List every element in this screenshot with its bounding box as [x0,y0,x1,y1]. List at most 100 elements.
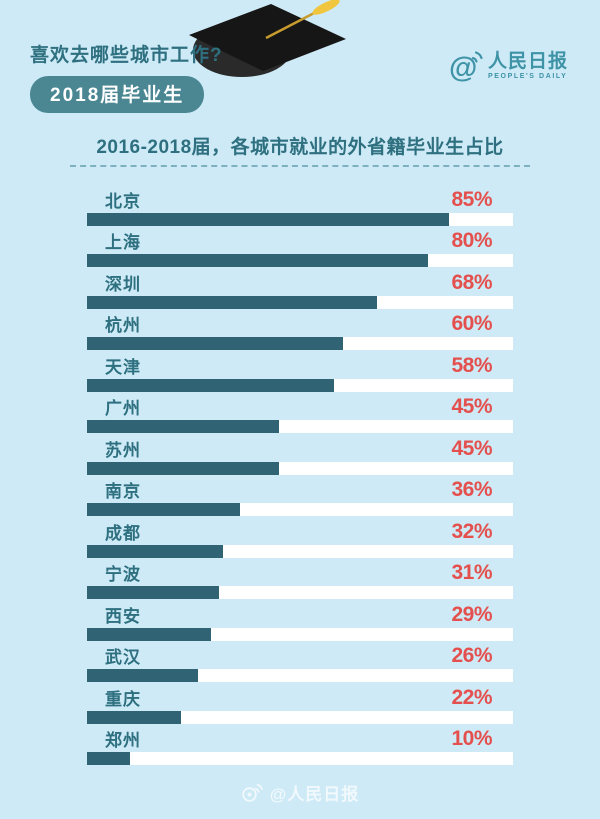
bar-track [87,295,513,309]
bar-label: 广州 [105,399,141,418]
row-head: 武汉 26% [87,644,513,669]
chart-title: 2016-2018届，各城市就业的外省籍毕业生占比 [96,137,504,158]
bar-label: 苏州 [105,440,141,460]
row-head: 深圳 68% [87,270,513,296]
bar-value: 45% [451,395,492,419]
bar-track [87,710,513,724]
logo-text: 人民日报 PEOPLE'S DAILY [487,50,568,81]
header: 喜欢去哪些城市工作? 2018届毕业生 [30,40,223,113]
chart-row: 西安 29% [87,599,513,641]
bar-label: 成都 [105,523,141,543]
bar-value: 68% [451,270,492,294]
weibo-icon [242,783,263,802]
bar-label: 重庆 [105,689,141,709]
bar-value: 26% [451,644,492,668]
row-head: 杭州 60% [87,312,513,337]
bar-value: 32% [451,519,492,543]
row-head: 天津 58% [87,353,513,379]
logo-subtitle: PEOPLE'S DAILY [487,73,568,81]
row-head: 广州 45% [87,395,513,420]
row-head: 宁波 31% [87,561,513,586]
bar-track [87,254,513,267]
bar-track [87,461,513,475]
bar-track [87,752,513,765]
bar-label: 上海 [105,233,141,252]
bar-value: 60% [451,312,492,336]
bar-track [87,669,513,682]
bar-fill [87,420,279,433]
bar-label: 西安 [105,606,141,626]
row-head: 郑州 10% [87,727,513,752]
chart-row: 天津 58% [87,350,513,392]
bar-value: 36% [451,478,492,502]
bar-fill [87,254,428,267]
bar-value: 29% [451,602,492,626]
bar-value: 80% [451,229,492,253]
chart-row: 武汉 26% [87,641,513,682]
bar-value: 85% [451,187,492,211]
bar-label: 北京 [105,191,141,211]
bar-track [87,212,513,226]
chart-row: 上海 80% [87,226,513,267]
row-head: 成都 32% [87,519,513,545]
row-head: 南京 36% [87,478,513,503]
bar-track [87,586,513,599]
bar-track [87,378,513,392]
dashed-divider [70,165,530,167]
bar-value: 58% [451,353,492,377]
watermark-text: @人民日报 [269,785,360,804]
row-head: 北京 85% [87,187,513,213]
bar-label: 宁波 [105,565,141,584]
bar-track [87,337,513,350]
svg-text:@: @ [449,52,477,84]
graduation-cap-icon [189,0,346,77]
bar-fill [87,503,241,516]
bar-fill [87,627,211,641]
at-megaphone-icon: @ [449,51,483,84]
bar-value: 22% [451,685,492,709]
peoples-daily-logo: @ 人民日报 PEOPLE'S DAILY [449,48,568,84]
bar-label: 杭州 [105,316,141,335]
chart-row: 南京 36% [87,475,513,516]
chart-row: 郑州 10% [87,724,513,765]
footer-watermark: @人民日报 [0,780,600,805]
bar-value: 45% [451,436,492,460]
graduate-year-badge: 2018届毕业生 [30,76,205,113]
bar-fill [87,752,130,765]
bar-fill [87,669,198,682]
chart-row: 成都 32% [87,516,513,558]
bar-track [87,420,513,433]
row-head: 西安 29% [87,602,513,628]
chart-row: 深圳 68% [87,267,513,309]
bar-value: 10% [451,727,492,751]
bar-label: 深圳 [105,274,141,294]
header-question: 喜欢去哪些城市工作? [30,45,223,66]
bar-label: 武汉 [105,648,141,667]
chart-row: 北京 85% [87,184,513,226]
bar-track [87,544,513,558]
row-head: 上海 80% [87,229,513,254]
bar-label: 天津 [105,357,141,377]
bar-label: 南京 [105,482,141,501]
bar-fill [87,378,335,392]
chart-row: 宁波 31% [87,558,513,599]
chart-rows: 北京 85% 上海 80% 深圳 68% [87,184,513,765]
bar-track [87,503,513,516]
chart-row: 重庆 22% [87,682,513,724]
chart-row: 杭州 60% [87,309,513,350]
bar-fill [87,461,279,475]
bar-track [87,627,513,641]
bar-fill [87,586,220,599]
bar-fill [87,544,224,558]
chart-row: 苏州 45% [87,433,513,475]
bar-fill [87,295,377,309]
chart-row: 广州 45% [87,392,513,433]
row-head: 苏州 45% [87,436,513,462]
bar-value: 31% [451,561,492,585]
bar-label: 郑州 [105,731,141,750]
logo-name: 人民日报 [487,50,568,72]
row-head: 重庆 22% [87,685,513,711]
bar-fill [87,710,181,724]
bar-fill [87,337,343,350]
